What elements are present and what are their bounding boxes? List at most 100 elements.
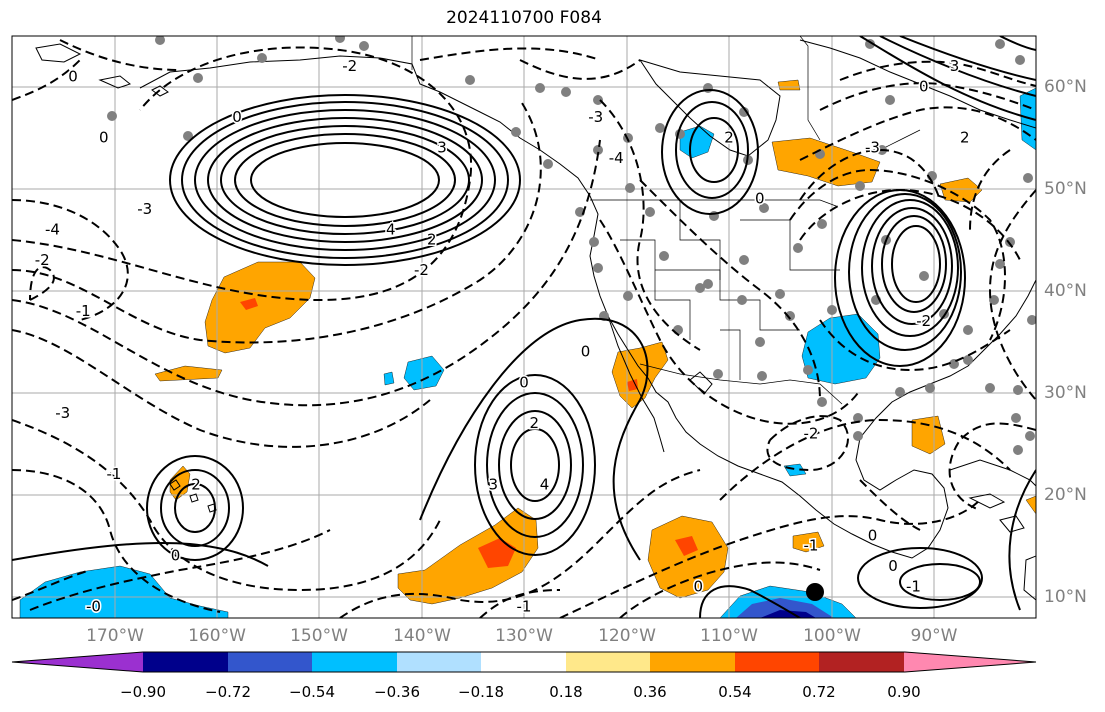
contour-label: 2 — [191, 475, 201, 493]
lon-label-130w: 130°W — [495, 626, 553, 646]
contour-label: 0 — [919, 78, 929, 96]
colorbar-segment — [566, 652, 650, 672]
blue-shade — [679, 125, 715, 159]
red-shade — [478, 538, 516, 568]
lon-label-110w: 110°W — [700, 626, 758, 646]
contour-label: -1 — [906, 577, 921, 595]
colorbar-tick: −0.18 — [458, 683, 504, 701]
colorbar-tick: 0.36 — [633, 683, 667, 701]
colorbar-segment — [650, 652, 735, 672]
contour-label: -3 — [55, 404, 70, 422]
contour-label: -1 — [804, 537, 819, 555]
colorbar-segments — [12, 652, 1036, 672]
contour-label: 3 — [950, 57, 960, 75]
map-frame — [11, 35, 1037, 619]
contour-label: 4 — [386, 220, 396, 238]
contour-label: 0 — [693, 577, 703, 595]
lat-label-40n: 40°N — [1044, 281, 1087, 301]
colorbar-segment — [735, 652, 819, 672]
contour-label: -4 — [45, 220, 60, 238]
red-shade — [627, 379, 638, 391]
contour-label: 3 — [437, 139, 447, 157]
contour-label: 2 — [724, 129, 734, 147]
orange-shade — [647, 515, 729, 599]
lat-label-20n: 20°N — [1044, 485, 1087, 505]
colorbar-tick: 0.90 — [887, 683, 921, 701]
orange-shade — [911, 415, 946, 455]
colorbar-segment — [312, 652, 397, 672]
orange-shade — [611, 341, 669, 409]
navy-shade — [760, 610, 816, 618]
orange-shade — [777, 79, 801, 91]
contour-label: 0 — [868, 526, 878, 544]
contour-label: -2 — [342, 57, 357, 75]
colorbar-tick: 0.18 — [549, 683, 583, 701]
blue-shade — [783, 463, 807, 477]
lon-label-90w: 90°W — [910, 626, 958, 646]
map-title: 2024110700 F084 — [446, 8, 602, 28]
contour-label: 0 — [755, 190, 765, 208]
contour-label: 0 — [581, 343, 591, 361]
orange-shade — [792, 531, 825, 553]
graticule — [12, 36, 1036, 618]
colorbar-tick: 0.54 — [718, 683, 752, 701]
contour-label: -1 — [76, 302, 91, 320]
lon-label-160w: 160°W — [188, 626, 246, 646]
lon-label-150w: 150°W — [290, 626, 348, 646]
contour-label: -2 — [414, 261, 429, 279]
lat-label-50n: 50°N — [1044, 179, 1087, 199]
colorbar-tick: −0.54 — [289, 683, 335, 701]
contour-label: -3 — [588, 108, 603, 126]
colorbar-tick: 0.72 — [802, 683, 836, 701]
lon-label-120w: 120°W — [598, 626, 656, 646]
contour-label: -4 — [609, 149, 624, 167]
center-marker — [806, 583, 824, 601]
colorbar-segment — [481, 652, 566, 672]
colorbar-outline — [11, 651, 1037, 673]
contour-label: 2 — [529, 414, 539, 432]
solid-contours — [12, 36, 1036, 618]
lon-label-100w: 100°W — [803, 626, 861, 646]
contour-label: -2 — [804, 424, 819, 442]
colorbar-tick: −0.36 — [374, 683, 420, 701]
blue-shade — [403, 355, 445, 391]
blue-shade — [1019, 87, 1036, 151]
colorbar-segment — [12, 652, 143, 672]
blue-shade — [801, 313, 881, 385]
colorbar — [11, 651, 1037, 673]
colorbar-tick: −0.90 — [120, 683, 166, 701]
contour-label: -3 — [137, 200, 152, 218]
lon-label-170w: 170°W — [86, 626, 144, 646]
contour-label: 0 — [519, 373, 529, 391]
orange-shade — [771, 137, 881, 187]
contour-label: -2 — [35, 251, 50, 269]
colorbar-tick: −0.72 — [205, 683, 251, 701]
orange-shade — [1025, 495, 1036, 515]
contour-label: -1 — [517, 598, 532, 616]
contour-label: -2 — [916, 312, 931, 330]
red-shade — [675, 536, 698, 556]
station-markers — [107, 36, 1036, 455]
colorbar-segment — [143, 652, 228, 672]
contour-label: -3 — [865, 139, 880, 157]
contour-label: 0 — [888, 557, 898, 575]
contour-label: 0 — [232, 108, 242, 126]
shaded-anomalies — [19, 79, 1036, 618]
contour-label: -1 — [107, 465, 122, 483]
lon-label-140w: 140°W — [393, 626, 451, 646]
lat-label-30n: 30°N — [1044, 383, 1087, 403]
contour-label: 2 — [427, 231, 437, 249]
blue-shade — [383, 371, 395, 386]
contour-label: 0 — [68, 67, 78, 85]
blue-shade — [19, 565, 229, 618]
contour-label: 2 — [960, 129, 970, 147]
coastlines — [35, 39, 1036, 601]
dashed-contours — [12, 39, 1036, 618]
contour-label: 3 — [488, 475, 498, 493]
orange-shade — [397, 507, 539, 605]
red-shade — [240, 298, 258, 310]
colorbar-segment — [904, 652, 1036, 672]
orange-shade — [939, 177, 983, 203]
